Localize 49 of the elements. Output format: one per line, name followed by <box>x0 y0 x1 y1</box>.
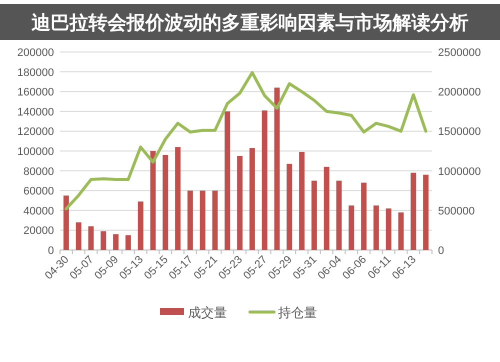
bar <box>125 235 131 250</box>
bar <box>88 226 94 250</box>
bar <box>361 182 367 250</box>
bar <box>100 231 106 250</box>
y2-tick-label: 2000000 <box>438 86 481 99</box>
bar <box>336 180 342 250</box>
y2-tick-label: 0 <box>438 245 444 257</box>
bar <box>113 234 119 250</box>
bar <box>373 205 379 250</box>
bar <box>286 164 292 250</box>
y-tick-label: 0 <box>48 245 54 257</box>
bar <box>398 212 404 250</box>
bar <box>162 154 168 250</box>
bar <box>386 208 392 250</box>
y-tick-label: 20000 <box>23 225 54 238</box>
y-tick-label: 40000 <box>23 205 54 218</box>
bar <box>348 205 354 250</box>
line-series <box>64 71 428 210</box>
bar <box>324 166 330 250</box>
bar <box>175 147 181 250</box>
y-tick-label: 120000 <box>17 126 54 138</box>
bar <box>249 148 255 250</box>
bar <box>212 190 218 250</box>
legend-label: 持仓量 <box>278 305 317 320</box>
bar <box>224 111 230 250</box>
bar <box>187 190 193 250</box>
bar <box>76 222 82 250</box>
y-tick-label: 60000 <box>23 186 54 198</box>
bar <box>237 156 243 250</box>
bar <box>63 196 69 250</box>
legend-label: 成交量 <box>188 305 227 320</box>
bar <box>138 201 144 250</box>
y2-tick-label: 2500000 <box>438 47 481 59</box>
y-tick-label: 80000 <box>23 166 54 178</box>
bar <box>423 174 429 250</box>
y-tick-label: 140000 <box>17 106 54 118</box>
y-tick-label: 160000 <box>17 86 54 99</box>
bar <box>262 110 268 250</box>
y2-tick-label: 1000000 <box>438 166 481 178</box>
bar <box>410 172 416 250</box>
y2-tick-label: 500000 <box>438 205 475 218</box>
y-tick-label: 100000 <box>17 146 54 158</box>
y-tick-label: 200000 <box>17 47 54 59</box>
bar <box>200 190 206 250</box>
y-tick-label: 180000 <box>17 66 54 79</box>
bar <box>311 180 317 250</box>
bar <box>299 152 305 250</box>
chart-title: 迪巴拉转会报价波动的多重影响因素与市场解读分析 <box>30 12 468 34</box>
y2-tick-label: 1500000 <box>438 126 481 138</box>
